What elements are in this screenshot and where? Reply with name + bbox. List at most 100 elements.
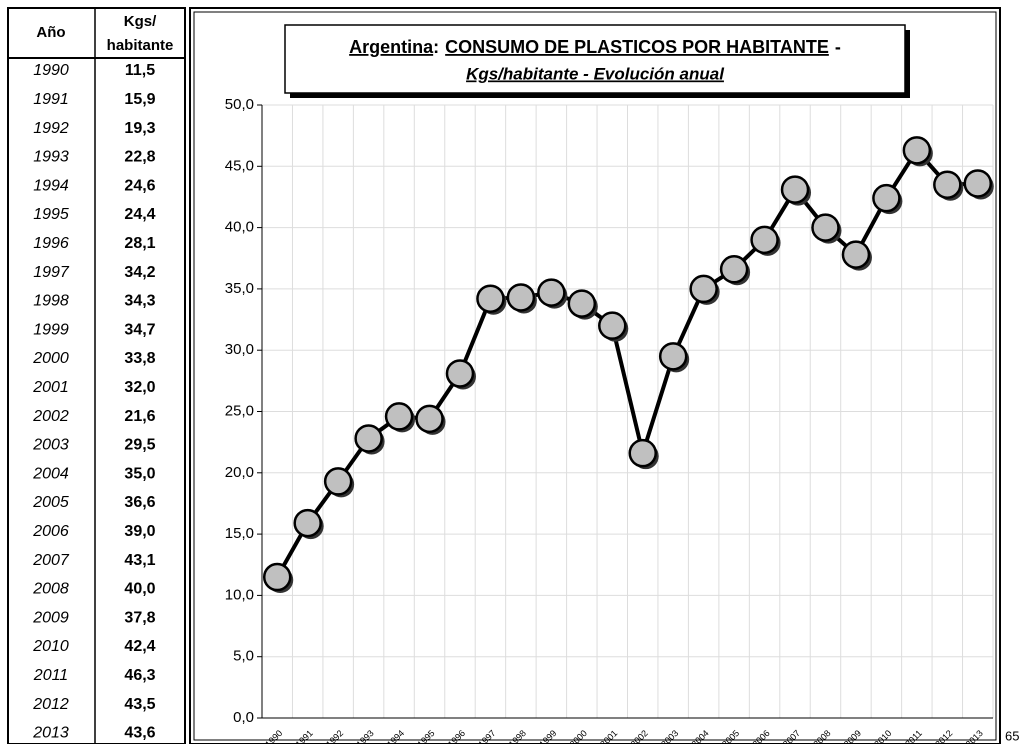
- x-tick-label: 2000: [568, 728, 589, 744]
- y-tick-label: 5,0: [233, 648, 254, 665]
- table-value: 37,8: [124, 609, 155, 626]
- table-year: 1994: [33, 177, 69, 194]
- title-part: CONSUMO DE PLASTICOS POR HABITANTE: [445, 37, 829, 57]
- table-value: 35,0: [124, 465, 155, 482]
- marker: [323, 467, 353, 496]
- y-tick-label: 20,0: [225, 464, 254, 481]
- table-value: 46,3: [124, 667, 155, 684]
- marker: [719, 255, 749, 284]
- marker: [415, 404, 444, 434]
- table-year: 2002: [32, 408, 69, 425]
- marker: [384, 402, 414, 431]
- y-tick-label: 30,0: [225, 341, 254, 358]
- table-value: 22,8: [124, 149, 155, 166]
- table-year: 1995: [33, 206, 69, 223]
- title-part: :: [433, 37, 439, 57]
- table-year: 1990: [33, 62, 69, 79]
- table-year: 2001: [32, 379, 69, 396]
- chart-subtitle: Kgs/habitante - Evolución anual: [466, 64, 725, 83]
- table-value: 34,2: [124, 264, 155, 281]
- title-part: -: [835, 37, 841, 57]
- marker: [506, 283, 536, 312]
- table-value: 21,6: [124, 408, 155, 425]
- marker: [537, 278, 566, 307]
- x-tick-label: 1993: [354, 728, 375, 744]
- marker: [750, 225, 779, 255]
- x-tick-label: 1994: [385, 728, 406, 744]
- x-tick-label: 2005: [720, 728, 741, 744]
- x-tick-label: 1997: [476, 728, 497, 744]
- table-year: 2003: [32, 437, 69, 454]
- marker: [658, 342, 688, 371]
- table-year: 2011: [33, 667, 68, 684]
- x-tick-label: 1998: [507, 728, 528, 744]
- x-tick-label: 2004: [690, 728, 711, 744]
- table-year: 2008: [32, 581, 69, 598]
- marker: [811, 213, 840, 242]
- table-value: 24,6: [124, 177, 155, 194]
- chart-border: [189, 7, 1001, 744]
- chart-border-inner: [193, 11, 997, 741]
- y-tick-label: 35,0: [225, 280, 254, 297]
- table-year: 1992: [33, 120, 69, 137]
- y-tick-label: 0,0: [233, 709, 254, 726]
- table-border: [7, 7, 186, 744]
- x-tick-label: 2001: [598, 728, 619, 744]
- x-tick-label: 2010: [872, 728, 893, 744]
- table-year: 2009: [32, 609, 69, 626]
- marker: [933, 170, 962, 199]
- x-tick-label: 2012: [933, 728, 954, 744]
- x-tick-label: 2003: [659, 728, 680, 744]
- marker: [872, 183, 901, 213]
- x-tick-label: 2009: [842, 728, 863, 744]
- x-tick-label: 1990: [263, 728, 284, 744]
- marker: [628, 438, 657, 468]
- marker: [262, 562, 292, 592]
- x-tick-label: 2006: [750, 728, 771, 744]
- table-value: 34,3: [124, 293, 155, 310]
- title-box: [284, 24, 906, 94]
- marker: [476, 284, 505, 313]
- marker: [445, 359, 475, 388]
- table-year: 1998: [33, 293, 69, 310]
- table-value: 15,9: [124, 91, 155, 108]
- table-year: 2004: [32, 465, 69, 482]
- table-value: 43,1: [124, 552, 155, 569]
- table-value: 11,5: [125, 62, 155, 79]
- y-tick-label: 15,0: [225, 525, 254, 542]
- table-year: 2000: [32, 350, 69, 367]
- marker: [689, 274, 718, 304]
- table-year: 2007: [32, 552, 70, 569]
- x-tick-label: 1999: [537, 728, 558, 744]
- marker: [598, 311, 627, 340]
- page-number: 65: [1005, 728, 1019, 743]
- chart-title: Argentina: CONSUMO DE PLASTICOS POR HABIT…: [349, 37, 841, 57]
- x-tick-label: 2007: [781, 728, 802, 744]
- table-value: 43,5: [124, 696, 155, 713]
- table-year: 2005: [32, 494, 69, 511]
- table-year: 1999: [33, 321, 69, 338]
- marker: [567, 289, 597, 318]
- table-value: 42,4: [124, 638, 155, 655]
- x-tick-label: 1996: [446, 728, 467, 744]
- table-value: 39,0: [124, 523, 155, 540]
- x-tick-label: 2008: [811, 728, 832, 744]
- marker: [963, 169, 993, 198]
- marker: [780, 175, 810, 204]
- x-tick-label: 2011: [903, 728, 924, 744]
- table-value: 32,0: [124, 379, 155, 396]
- table-value: 24,4: [124, 206, 155, 223]
- x-tick-label: 1991: [294, 728, 315, 744]
- table-year: 2010: [32, 638, 69, 655]
- table-value: 19,3: [124, 120, 155, 137]
- table-value: 40,0: [124, 581, 155, 598]
- marker: [841, 240, 871, 269]
- y-tick-label: 40,0: [225, 219, 254, 236]
- x-tick-label: 1992: [324, 728, 345, 744]
- x-tick-label: 1995: [415, 728, 436, 744]
- table-year: 2006: [32, 523, 69, 540]
- table-value: 28,1: [124, 235, 155, 252]
- marker: [354, 424, 383, 453]
- table-value: 43,6: [124, 725, 155, 742]
